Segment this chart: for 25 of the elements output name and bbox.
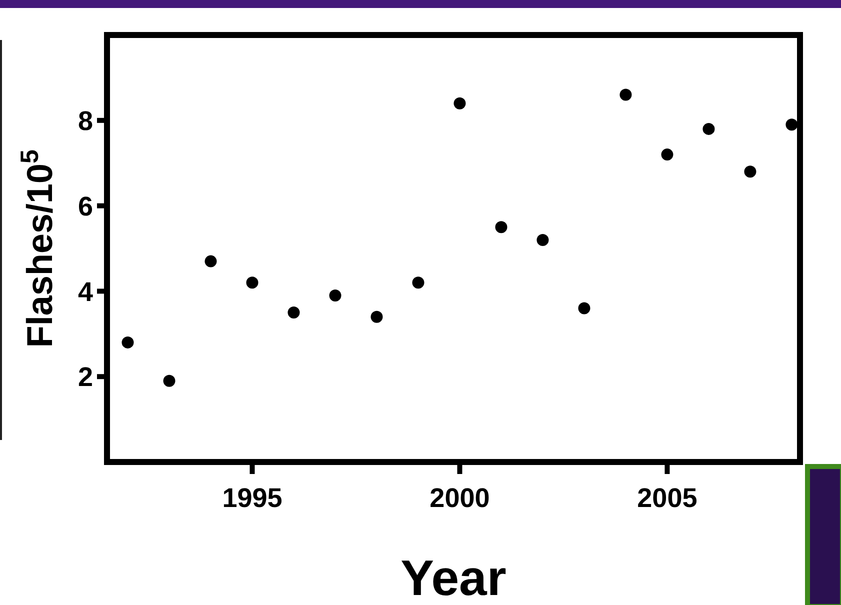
- point: [744, 166, 756, 178]
- point: [288, 306, 300, 319]
- point: [786, 118, 798, 131]
- y-tick-label: 4: [78, 276, 93, 307]
- point: [620, 88, 632, 101]
- point: [163, 374, 176, 387]
- point: [454, 97, 466, 110]
- point: [536, 234, 549, 246]
- x-tick-label: 1995: [222, 483, 282, 514]
- x-tick-label: 2005: [637, 483, 698, 514]
- x-tick-label: 2000: [430, 483, 490, 514]
- point: [578, 302, 590, 314]
- y-tick-label: 8: [78, 106, 93, 136]
- point: [495, 221, 508, 234]
- y-tick-label: 2: [78, 362, 93, 392]
- point: [122, 336, 134, 348]
- y-tick-label: 6: [78, 191, 93, 222]
- point: [661, 148, 674, 161]
- point: [329, 289, 342, 302]
- x-axis-title: Year: [400, 550, 506, 605]
- point: [204, 255, 217, 268]
- point: [412, 276, 424, 289]
- point: [702, 122, 715, 135]
- point: [370, 310, 383, 323]
- point: [246, 276, 258, 289]
